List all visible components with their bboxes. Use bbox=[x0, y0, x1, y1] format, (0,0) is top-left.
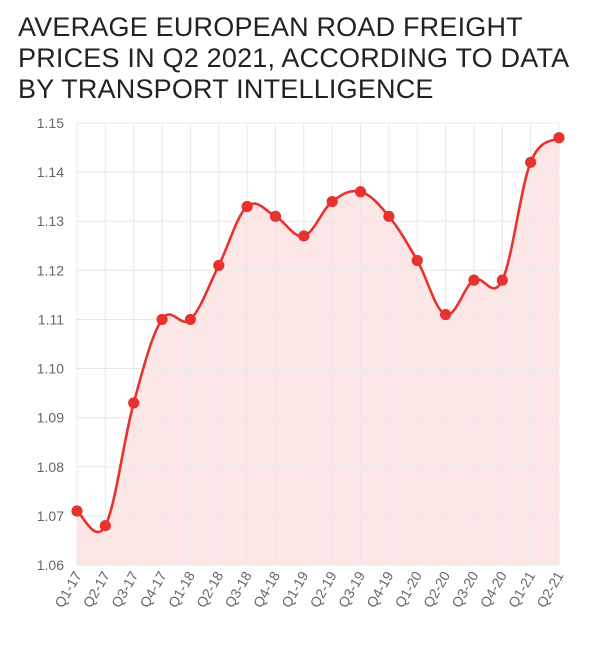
x-tick-label: Q3-20 bbox=[448, 568, 481, 610]
series-line bbox=[76, 136, 560, 534]
area-fill bbox=[77, 137, 559, 565]
y-tick-label: 1.10 bbox=[37, 361, 64, 377]
y-tick-label: 1.06 bbox=[37, 557, 64, 573]
x-tick-label: Q1-18 bbox=[165, 568, 198, 610]
data-point[interactable] bbox=[156, 313, 168, 326]
x-tick-label: Q3-19 bbox=[335, 568, 368, 610]
data-point[interactable] bbox=[326, 195, 338, 208]
x-tick-label: Q2-18 bbox=[193, 568, 226, 610]
y-tick-label: 1.12 bbox=[37, 262, 64, 278]
y-tick-label: 1.15 bbox=[37, 115, 64, 131]
data-point[interactable] bbox=[525, 156, 537, 168]
data-point[interactable] bbox=[99, 520, 111, 532]
data-point[interactable] bbox=[439, 308, 452, 321]
data-point[interactable] bbox=[468, 274, 480, 286]
y-tick-label: 1.14 bbox=[37, 164, 64, 180]
data-point[interactable] bbox=[354, 186, 367, 198]
data-point[interactable] bbox=[184, 313, 197, 326]
data-point[interactable] bbox=[71, 505, 83, 517]
data-point[interactable] bbox=[298, 230, 310, 242]
x-tick-label: Q4-20 bbox=[477, 568, 510, 610]
x-tick-label: Q4-17 bbox=[136, 568, 169, 610]
x-tick-label: Q1-17 bbox=[51, 568, 84, 610]
x-tick-label: Q4-19 bbox=[363, 568, 396, 610]
x-tick-label: Q3-18 bbox=[221, 568, 254, 610]
data-point[interactable] bbox=[241, 200, 253, 213]
data-point[interactable] bbox=[383, 210, 395, 222]
y-tick-label: 1.11 bbox=[38, 311, 64, 327]
y-tick-label: 1.13 bbox=[37, 213, 64, 229]
data-point[interactable] bbox=[269, 210, 282, 222]
data-point[interactable] bbox=[496, 274, 508, 286]
y-tick-label: 1.08 bbox=[37, 459, 64, 475]
chart-title: AVERAGE EUROPEAN ROAD FREIGHT PRICES IN … bbox=[18, 12, 568, 104]
y-tick-label: 1.09 bbox=[37, 410, 64, 426]
data-point[interactable] bbox=[553, 132, 565, 144]
x-tick-label: Q2-17 bbox=[80, 568, 113, 610]
x-tick-label: Q1-20 bbox=[392, 568, 425, 610]
x-tick-label: Q2-19 bbox=[306, 568, 339, 610]
data-point[interactable] bbox=[411, 254, 423, 267]
data-point[interactable] bbox=[213, 259, 225, 272]
x-tick-label: Q1-21 bbox=[505, 568, 538, 610]
data-point[interactable] bbox=[128, 397, 140, 409]
y-tick-label: 1.07 bbox=[37, 508, 64, 524]
x-tick-label: Q2-21 bbox=[533, 568, 566, 610]
x-tick-label: Q1-19 bbox=[278, 568, 311, 610]
x-tick-label: Q3-17 bbox=[108, 568, 141, 610]
x-tick-label: Q4-18 bbox=[250, 568, 283, 610]
x-tick-label: Q2-20 bbox=[420, 568, 453, 610]
